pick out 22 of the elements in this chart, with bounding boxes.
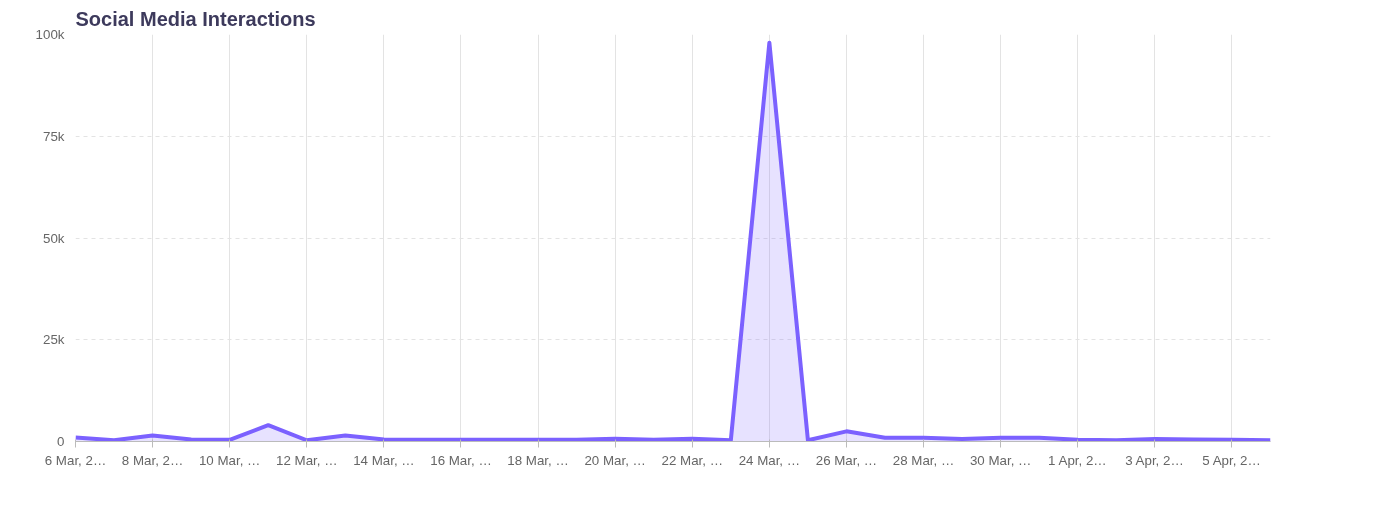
x-tick-label: 22 Mar, … [661,452,724,468]
chart-title: Social Media Interactions [75,7,316,30]
x-tick-label: 18 Mar, … [507,452,569,468]
x-tick-label: 3 Apr, 2… [1125,452,1184,468]
y-tick-label: 50k [43,230,65,246]
x-tick-label: 10 Mar, … [198,452,261,468]
x-tick-label: 30 Mar, … [969,452,1032,468]
x-tick-label: 16 Mar, … [430,452,492,468]
y-tick-label: 0 [57,434,65,449]
x-tick-label: 26 Mar, … [815,452,878,468]
x-tick-label: 14 Mar, … [353,452,415,468]
x-tick-label: 28 Mar, … [892,452,955,468]
y-tick-label: 75k [43,128,65,144]
y-tick-label: 100k [35,27,65,42]
y-tick-label: 25k [43,332,65,348]
x-tick-label: 20 Mar, … [584,452,646,468]
x-tick-label: 12 Mar, … [276,452,338,468]
x-tick-label: 24 Mar, … [738,452,801,468]
x-tick-label: 5 Apr, 2… [1202,452,1261,468]
x-tick-label: 6 Mar, 2… [44,452,107,468]
x-tick-label: 8 Mar, 2… [121,452,184,468]
x-tick-label: 1 Apr, 2… [1048,452,1107,468]
